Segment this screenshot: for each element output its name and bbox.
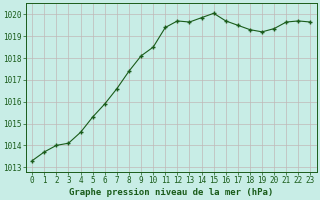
X-axis label: Graphe pression niveau de la mer (hPa): Graphe pression niveau de la mer (hPa) <box>69 188 274 197</box>
